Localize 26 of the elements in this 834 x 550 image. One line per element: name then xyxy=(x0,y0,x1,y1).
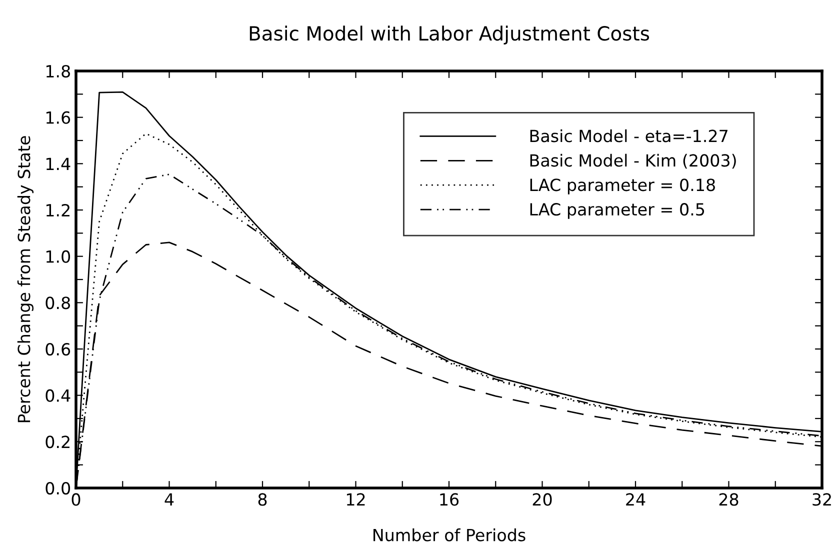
x-tick-label: 32 xyxy=(812,493,831,506)
y-tick-label: 0.4 xyxy=(46,389,70,402)
x-tick-label: 28 xyxy=(719,493,738,506)
y-axis-title: Percent Change from Steady State xyxy=(17,136,34,422)
y-tick-label: 1.0 xyxy=(46,250,70,263)
chart-title: Basic Model with Labor Adjustment Costs xyxy=(250,26,650,44)
y-tick-label: 1.6 xyxy=(46,111,70,124)
x-tick-label: 16 xyxy=(440,493,459,506)
y-tick-label: 0.6 xyxy=(46,342,70,356)
y-tick-label: 1.4 xyxy=(46,158,70,170)
x-tick-label: 24 xyxy=(626,493,646,506)
y-tick-label: 1.2 xyxy=(46,204,70,216)
x-tick-label: 12 xyxy=(346,493,365,506)
x-tick-label: 0 xyxy=(72,493,80,506)
y-tick-label: 0.0 xyxy=(46,482,70,495)
x-tick-label: 8 xyxy=(258,493,267,506)
x-axis-title: Number of Periods xyxy=(374,528,526,542)
x-tick-label: 4 xyxy=(164,493,174,506)
legend-label: Basic Model - eta=-1.27 xyxy=(530,129,728,142)
y-tick-label: 1.8 xyxy=(46,64,70,78)
legend-label: LAC parameter = 0.18 xyxy=(530,178,715,194)
legend-label: Basic Model - Kim (2003) xyxy=(530,154,736,169)
y-tick-label: 0.2 xyxy=(46,436,70,448)
y-tick-label: 0.8 xyxy=(46,296,70,310)
x-tick-label: 20 xyxy=(532,493,552,506)
legend-label: LAC parameter = 0.5 xyxy=(530,203,704,219)
